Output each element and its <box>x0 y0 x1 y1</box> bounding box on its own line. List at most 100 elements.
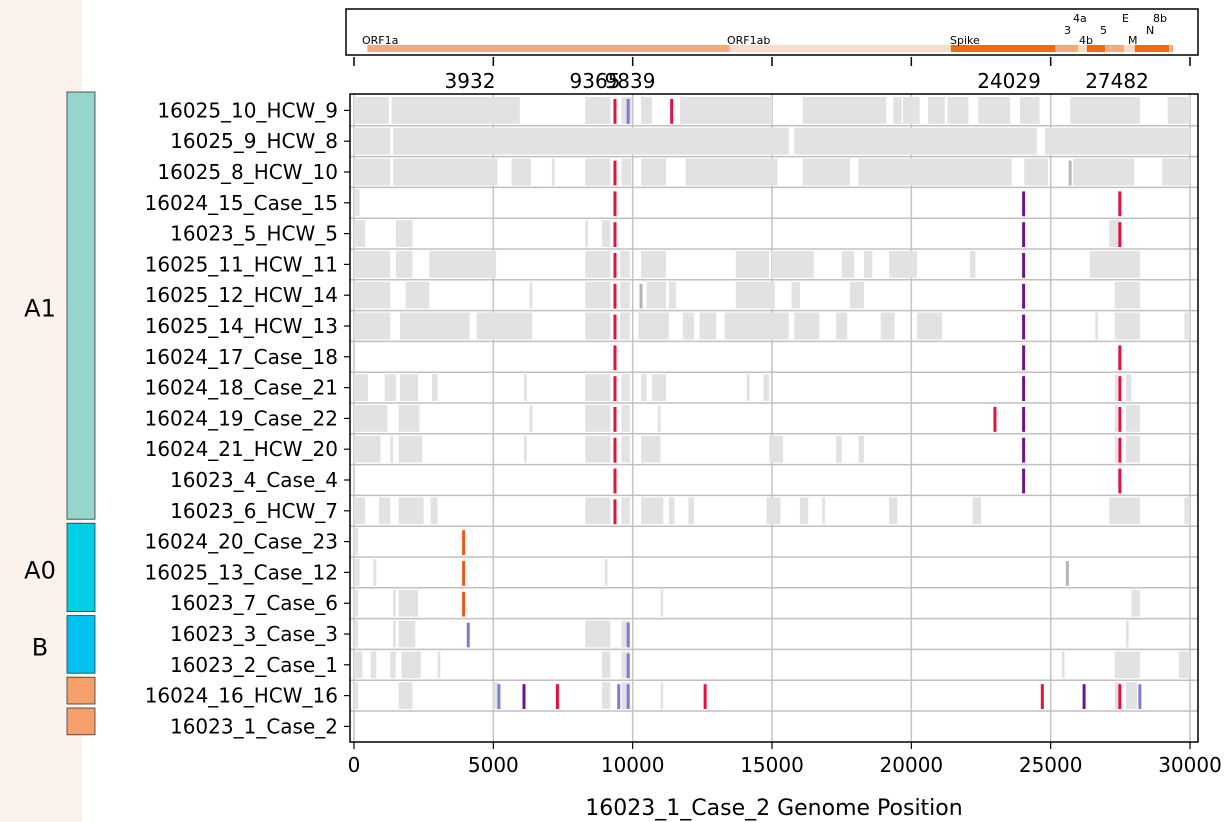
gene-label-orf8: 5 <box>1100 24 1107 37</box>
mutation-mark <box>555 684 559 709</box>
mutation-mark <box>1022 468 1026 494</box>
gap-block <box>1114 682 1121 709</box>
gap-block <box>802 97 887 124</box>
gap-block <box>1167 97 1190 124</box>
gap-block <box>373 559 377 586</box>
gap-block <box>399 374 419 401</box>
gap-block <box>735 251 770 278</box>
mutation-mark <box>613 314 617 340</box>
gap-block <box>1114 405 1118 432</box>
gap-block <box>585 220 589 247</box>
gap-block <box>354 374 368 401</box>
gene-label-s: Spike <box>950 34 980 47</box>
gap-block <box>916 312 942 340</box>
mutation-mark <box>613 283 617 309</box>
gap-block <box>836 435 842 463</box>
mutation-mark <box>1118 345 1122 371</box>
gap-block <box>585 620 611 648</box>
gap-block <box>889 497 898 525</box>
gap-block <box>621 158 632 186</box>
gap-block <box>1114 651 1140 679</box>
sample-label: 16024_21_HCW_20 <box>145 437 338 461</box>
mutation-mark <box>462 561 466 586</box>
gap-block <box>1089 251 1140 278</box>
sample-label: 16023_2_Case_1 <box>170 653 338 677</box>
gap-block <box>354 682 359 709</box>
mutation-mark <box>1118 407 1122 432</box>
gap-block <box>724 312 789 340</box>
gap-block <box>621 682 630 709</box>
mutation-mark <box>613 499 617 525</box>
gap-block <box>657 405 661 432</box>
mutation-mark <box>613 253 617 278</box>
mutation-mark <box>613 99 617 124</box>
gap-block <box>621 651 630 679</box>
mutation-mark <box>1022 283 1026 309</box>
sample-label: 16025_14_HCW_13 <box>145 314 338 338</box>
gap-block <box>1184 497 1190 525</box>
mutation-mark <box>1065 561 1069 586</box>
gap-block <box>978 97 1011 124</box>
sample-label: 16024_18_Case_21 <box>145 376 338 400</box>
gap-block <box>354 97 389 124</box>
group-bar-a1 <box>66 91 96 520</box>
gap-block <box>972 497 981 525</box>
gap-block <box>551 158 555 186</box>
sample-label: 16024_16_HCW_16 <box>145 684 338 708</box>
sample-label: 16025_10_HCW_9 <box>157 98 338 122</box>
gene-label-n: N <box>1146 24 1154 37</box>
mutation-mark <box>466 622 470 648</box>
gap-block <box>384 374 396 401</box>
mutation-mark <box>462 591 466 617</box>
gap-block <box>354 158 391 186</box>
gap-block <box>1178 651 1190 679</box>
gap-block <box>620 251 630 278</box>
gene-bar-orf7a <box>1110 45 1121 52</box>
gap-block <box>393 620 396 648</box>
gap-block <box>390 435 394 463</box>
sample-label: 16025_11_HCW_11 <box>145 252 338 276</box>
gene-bar-orf10 <box>1169 45 1174 52</box>
mutation-mark <box>613 437 617 463</box>
x-tick-label-5000: 5000 <box>468 753 519 777</box>
gap-block <box>668 497 675 525</box>
gene-label-orf3a: 3 <box>1064 24 1071 37</box>
gap-block <box>398 682 413 709</box>
gap-block <box>641 158 667 186</box>
mutation-mark <box>626 99 630 124</box>
gap-block <box>889 251 917 278</box>
gap-block <box>602 651 611 679</box>
gap-block <box>585 374 611 401</box>
gap-block <box>858 158 1012 186</box>
gap-block <box>1125 682 1138 709</box>
gap-block <box>1114 281 1140 309</box>
sample-label: 16024_15_Case_15 <box>145 191 338 215</box>
gap-block <box>863 251 873 278</box>
gap-block <box>354 435 381 463</box>
gap-block <box>379 497 391 525</box>
gap-block <box>1131 589 1140 617</box>
gap-block <box>1184 312 1190 340</box>
gene-label-orf1ab: ORF1ab <box>727 34 770 47</box>
mutation-mark <box>613 191 617 217</box>
gap-block <box>370 651 377 679</box>
gap-block <box>354 220 366 247</box>
mutation-mark <box>626 622 630 648</box>
mutation-mark <box>639 283 643 309</box>
gap-block <box>969 251 976 278</box>
mutation-mark <box>670 99 674 124</box>
x-tick-label-15000: 15000 <box>740 753 804 777</box>
gap-block <box>393 589 396 617</box>
gap-block <box>602 682 611 709</box>
gene-label-m: M <box>1128 34 1138 47</box>
gap-block <box>735 281 775 309</box>
gap-block <box>1109 220 1121 247</box>
gap-block <box>398 497 424 525</box>
mutation-mark <box>1040 684 1044 709</box>
gap-block <box>850 281 864 309</box>
mutation-mark <box>1022 407 1026 432</box>
gap-block <box>585 312 611 340</box>
gap-block <box>585 497 611 525</box>
gap-block <box>585 97 611 124</box>
mutation-mark <box>613 376 617 401</box>
